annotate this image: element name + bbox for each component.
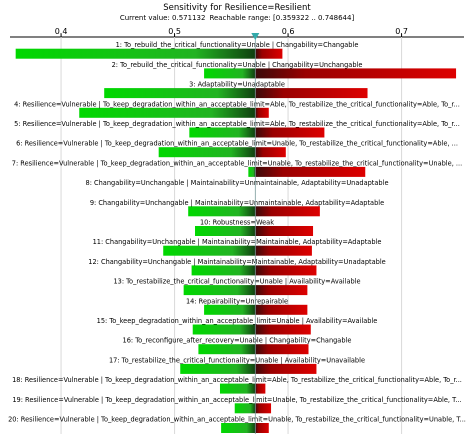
bar-label: 1: To_rebuild_the_critical_functionality… <box>116 41 359 49</box>
bar-label: 14: Repairability=Unrepairable <box>186 297 288 305</box>
bar-high <box>255 226 314 236</box>
bar-low <box>15 48 256 59</box>
bar-high <box>255 68 457 79</box>
x-tick-label: 0.7 <box>395 27 408 36</box>
bar-label: 16: To_reconfigure_after_recovery=Unable… <box>123 337 352 345</box>
bar-high <box>255 383 266 394</box>
bar-label: 4: Resilience=Vulnerable | To_keep_degra… <box>14 100 460 108</box>
reachable-range-label: Reachable range: [0.359322 .. 0.748644] <box>209 14 354 22</box>
bar-high <box>255 107 269 118</box>
bar-high <box>255 48 283 59</box>
x-tick-label: 0.6 <box>282 27 295 36</box>
bar-label: 8: Changability=Unchangable | Maintainab… <box>86 179 389 187</box>
bar-label: 11: Changability=Unchangable | Maintaina… <box>93 238 382 246</box>
bar-low <box>204 304 256 315</box>
bar-low <box>195 226 256 236</box>
bar-high <box>255 344 309 355</box>
bar-low <box>248 166 256 177</box>
bar-label: 20: Resilience=Vulnerable | To_keep_degr… <box>8 416 466 424</box>
x-tick-label: 0.5 <box>168 27 181 36</box>
bar-label: 2: To_rebuild_the_critical_functionality… <box>112 61 363 69</box>
bar-label: 5: Resilience=Vulnerable | To_keep_degra… <box>14 120 460 128</box>
bar-label: 13: To_restabilize_the_critical_function… <box>113 278 360 286</box>
chart-subtitle: Current value: 0.571132 Reachable range: … <box>120 14 355 22</box>
current-value-label: Current value: 0.571132 <box>120 14 206 22</box>
bar-label: 3: Adaptability=Unadaptable <box>189 81 285 89</box>
bar-high <box>255 245 312 256</box>
bar-high <box>255 363 317 374</box>
bar-label: 9: Changability=Unchangable | Maintainab… <box>90 199 384 207</box>
bar-label: 10: Robustness=Weak <box>200 219 274 227</box>
bars <box>15 48 457 433</box>
current-value-triangle-icon <box>251 33 260 40</box>
bar-high <box>255 265 317 276</box>
bar-low <box>158 147 256 158</box>
bar-high <box>255 147 286 158</box>
bar-high <box>255 206 320 217</box>
bar-low <box>234 403 256 414</box>
bar-low <box>183 285 256 296</box>
bar-labels: 1: To_rebuild_the_critical_functionality… <box>8 41 466 423</box>
bar-high <box>255 304 308 315</box>
bar-low <box>191 265 256 276</box>
bar-high <box>255 166 366 177</box>
bar-high <box>255 403 272 414</box>
bar-low <box>163 245 256 256</box>
bar-low <box>204 68 256 79</box>
bar-low <box>219 383 256 394</box>
bar-label: 6: Resilience=Vulnerable | To_keep_degra… <box>16 140 458 148</box>
current-value-marker <box>251 33 260 434</box>
bar-low <box>198 344 256 355</box>
bar-low <box>188 206 256 217</box>
bar-label: 19: Resilience=Vulnerable | To_keep_degr… <box>12 396 461 404</box>
bar-low <box>180 363 256 374</box>
bar-low <box>192 324 256 335</box>
chart-title: Sensitivity for Resilience=Resilient <box>163 3 311 13</box>
bar-label: 18: Resilience=Vulnerable | To_keep_degr… <box>12 376 462 384</box>
bar-label: 7: Resilience=Vulnerable | To_keep_degra… <box>12 159 462 167</box>
x-tick-label: 0.4 <box>55 27 68 36</box>
bar-high <box>255 285 308 296</box>
bar-low <box>221 423 256 433</box>
bar-low <box>189 127 256 138</box>
bar-low <box>104 88 256 99</box>
bar-high <box>255 423 269 433</box>
bar-label: 15: To_keep_degradation_within_an_accept… <box>97 317 378 325</box>
bar-label: 17: To_restabilize_the_critical_function… <box>109 356 365 364</box>
bar-low <box>79 107 256 118</box>
bar-label: 12: Changability=Unchangable | Maintaina… <box>88 258 385 266</box>
bar-high <box>255 88 368 99</box>
bar-high <box>255 127 325 138</box>
x-axis-ticks: 0.4 0.5 0.6 0.7 <box>55 27 408 37</box>
bar-high <box>255 324 311 335</box>
